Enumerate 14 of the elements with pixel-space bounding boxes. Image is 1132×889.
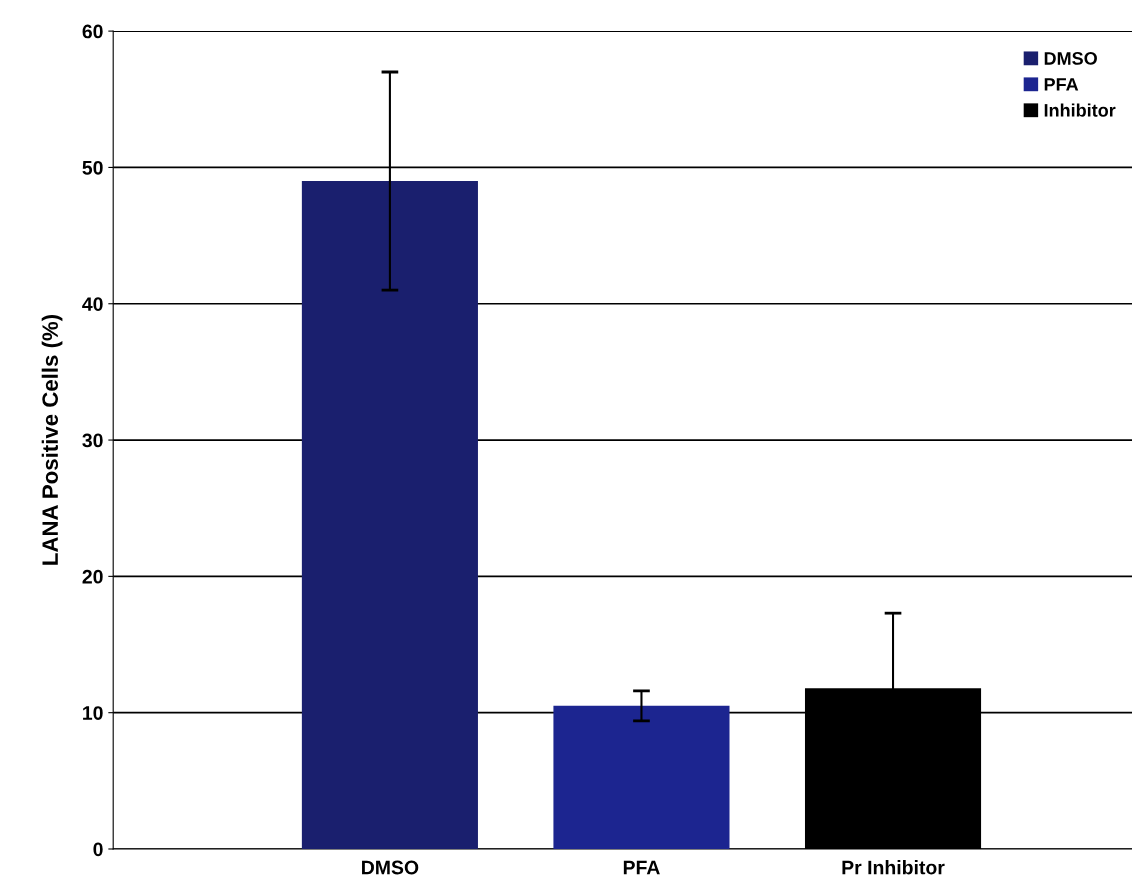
y-tick-label: 50 xyxy=(82,160,103,175)
y-tick-label: 40 xyxy=(82,297,103,311)
y-axis-title: LANA Positive Cells (%) xyxy=(41,315,63,565)
x-tick-label: Pr Inhibitor xyxy=(842,860,945,875)
legend-label: DMSO xyxy=(1044,52,1097,65)
y-tick-label: 10 xyxy=(83,706,103,720)
y-tick-label: 0 xyxy=(93,842,103,857)
x-tick-label: DMSO xyxy=(362,860,419,875)
y-tick-label: 60 xyxy=(82,24,103,39)
y-tick-label: 20 xyxy=(82,569,103,584)
legend-label: PFA xyxy=(1044,78,1079,91)
y-tick-label: 30 xyxy=(82,433,103,448)
x-tick-label: PFA xyxy=(623,860,660,875)
legend-label: Inhibitor xyxy=(1044,103,1116,117)
